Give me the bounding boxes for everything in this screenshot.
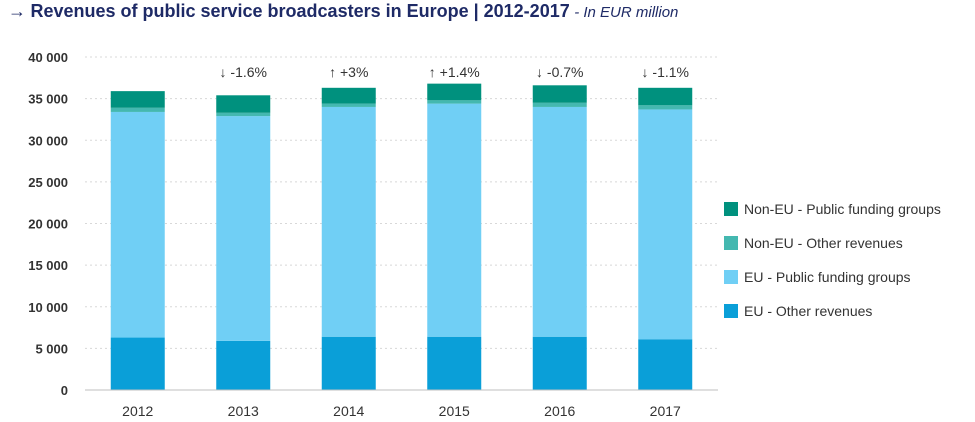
legend-label: EU - Other revenues: [744, 303, 872, 319]
chart-title-arrow: →: [8, 1, 26, 21]
bar-eu-other-revenues-2016: [532, 336, 587, 390]
bar-eu-public-funding-groups-2017: [638, 109, 693, 340]
y-tick-label: 15 000: [28, 258, 68, 273]
x-tick-label: 2012: [122, 403, 153, 419]
bar-non-eu-other-revenues-2017: [638, 105, 693, 110]
legend-swatch: [724, 270, 738, 284]
change-annotation: ↓ -1.1%: [642, 64, 689, 80]
y-tick-label: 5 000: [35, 341, 68, 356]
bar-eu-public-funding-groups-2015: [427, 103, 482, 337]
bar-eu-public-funding-groups-2014: [321, 106, 376, 337]
bar-eu-public-funding-groups-2016: [532, 106, 587, 337]
bar-non-eu-public-funding-groups-2015: [427, 83, 482, 101]
y-tick-label: 40 000: [28, 50, 68, 65]
bar-eu-other-revenues-2017: [638, 339, 693, 390]
change-annotation: ↑ +1.4%: [429, 64, 480, 80]
y-tick-label: 35 000: [28, 92, 68, 107]
legend-swatch: [724, 202, 738, 216]
chart-title-main: Revenues of public service broadcasters …: [30, 1, 570, 21]
bar-non-eu-other-revenues-2016: [532, 102, 587, 107]
legend-swatch: [724, 304, 738, 318]
bar-non-eu-public-funding-groups-2016: [532, 85, 587, 103]
bar-non-eu-other-revenues-2015: [427, 100, 482, 104]
bar-eu-public-funding-groups-2013: [216, 116, 271, 341]
y-tick-label: 20 000: [28, 217, 68, 232]
bar-non-eu-public-funding-groups-2017: [638, 87, 693, 106]
change-annotation: ↓ -0.7%: [536, 64, 583, 80]
chart-subtitle: - In EUR million: [574, 4, 679, 21]
bar-non-eu-other-revenues-2012: [110, 107, 165, 112]
x-tick-label: 2015: [439, 403, 470, 419]
x-tick-label: 2017: [650, 403, 681, 419]
bar-eu-other-revenues-2015: [427, 336, 482, 390]
y-tick-label: 0: [61, 383, 68, 398]
bar-non-eu-public-funding-groups-2014: [321, 87, 376, 104]
legend-label: Non-EU - Other revenues: [744, 235, 903, 251]
legend-label: Non-EU - Public funding groups: [744, 201, 941, 217]
bar-eu-other-revenues-2014: [321, 336, 376, 390]
bar-non-eu-public-funding-groups-2012: [110, 91, 165, 108]
chart-title: → Revenues of public service broadcaster…: [8, 1, 678, 22]
y-tick-label: 30 000: [28, 133, 68, 148]
x-tick-label: 2016: [544, 403, 575, 419]
y-tick-label: 25 000: [28, 175, 68, 190]
x-tick-label: 2014: [333, 403, 364, 419]
bar-non-eu-other-revenues-2014: [321, 103, 376, 107]
change-annotation: ↑ +3%: [329, 64, 368, 80]
bar-non-eu-public-funding-groups-2013: [216, 95, 271, 113]
bar-eu-other-revenues-2012: [110, 337, 165, 390]
bar-eu-public-funding-groups-2012: [110, 111, 165, 338]
legend-swatch: [724, 236, 738, 250]
bar-eu-other-revenues-2013: [216, 340, 271, 390]
legend-label: EU - Public funding groups: [744, 269, 911, 285]
change-annotation: ↓ -1.6%: [220, 64, 267, 80]
bar-non-eu-other-revenues-2013: [216, 112, 271, 117]
x-tick-label: 2013: [228, 403, 259, 419]
y-tick-label: 10 000: [28, 300, 68, 315]
